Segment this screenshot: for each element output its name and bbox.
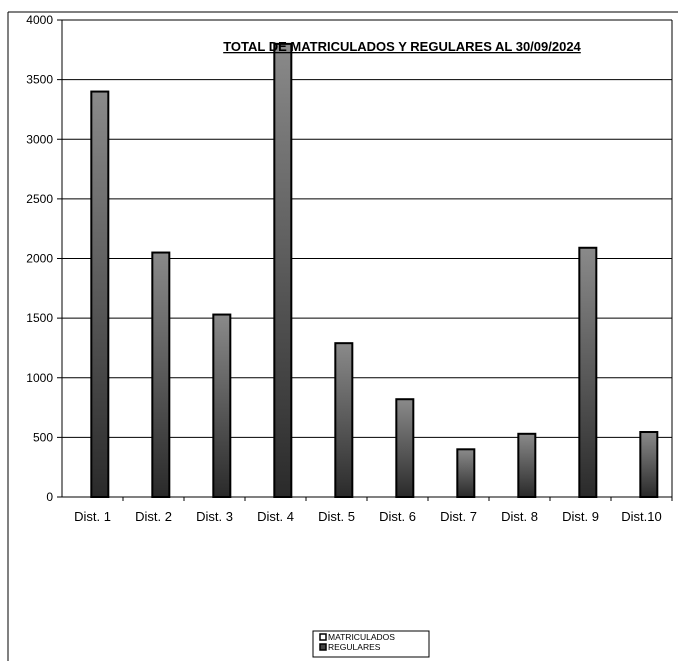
x-tick-label: Dist. 6 <box>379 509 416 524</box>
x-tick-label: Dist. 5 <box>318 509 355 524</box>
y-tick-label: 1500 <box>26 311 53 325</box>
axes <box>57 19 673 501</box>
y-tick-label: 2500 <box>26 192 53 206</box>
chart-title: TOTAL DE MATRICULADOS Y REGULARES AL 30/… <box>223 39 581 54</box>
bar-matriculados <box>334 342 354 499</box>
x-tick-label: Dist.10 <box>621 509 661 524</box>
legend-swatch <box>319 643 327 651</box>
y-tick-label: 3000 <box>26 132 53 146</box>
bar-matriculados <box>456 448 476 498</box>
bar-matriculados <box>212 313 232 498</box>
y-tick-label: 0 <box>46 490 53 504</box>
x-tick-label: Dist. 3 <box>196 509 233 524</box>
legend-box <box>312 630 430 658</box>
x-tick-labels: Dist. 1 Dist. 2 Dist. 3 Dist. 4 Dist. 5 Dist.… <box>74 509 662 524</box>
x-tick-label: Dist. 9 <box>562 509 599 524</box>
y-tick-label: 3500 <box>26 73 53 87</box>
legend-label: MATRICULADOS <box>328 632 395 642</box>
bars <box>90 42 659 499</box>
bar-matriculados <box>90 90 110 499</box>
bar-matriculados <box>517 432 537 498</box>
y-tick-label: 500 <box>33 430 53 444</box>
bar-matriculados <box>395 398 415 498</box>
y-tick-labels: 0 500 1000 1500 2000 2500 3000 3500 4000 <box>26 13 53 504</box>
bar-matriculados <box>639 431 659 499</box>
bar-matriculados <box>151 251 171 498</box>
y-tick-label: 2000 <box>26 252 53 266</box>
x-tick-label: Dist. 7 <box>440 509 477 524</box>
bar-matriculados <box>578 246 598 498</box>
y-tick-label: 1000 <box>26 371 53 385</box>
bar-matriculados <box>273 42 293 498</box>
y-tick-label: 4000 <box>26 13 53 27</box>
x-tick-label: Dist. 2 <box>135 509 172 524</box>
x-tick-label: Dist. 1 <box>74 509 111 524</box>
legend-swatch <box>319 633 327 641</box>
legend-label: REGULARES <box>328 642 381 652</box>
x-tick-label: Dist. 4 <box>257 509 294 524</box>
x-tick-label: Dist. 8 <box>501 509 538 524</box>
